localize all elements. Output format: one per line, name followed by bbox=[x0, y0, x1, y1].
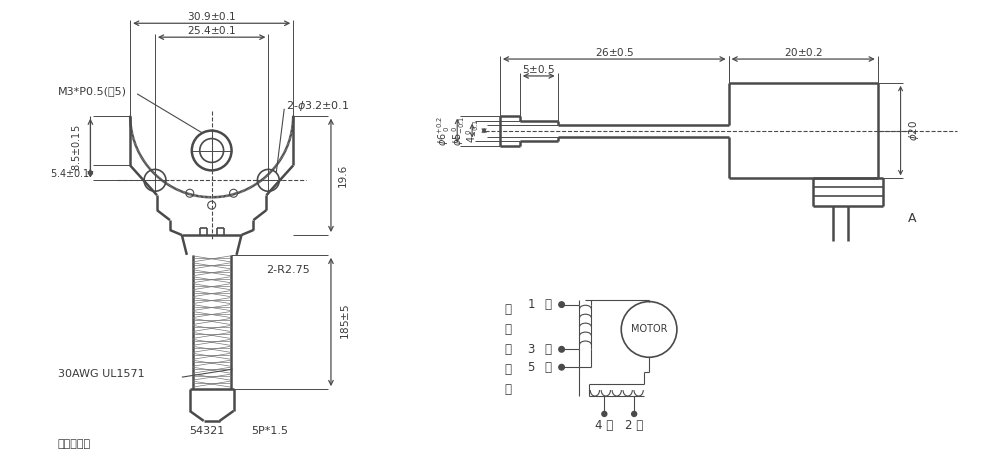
Text: A: A bbox=[908, 212, 917, 225]
Text: $\phi$5$^{\ 0}_{-0.1}$: $\phi$5$^{\ 0}_{-0.1}$ bbox=[450, 115, 466, 146]
Text: 意: 意 bbox=[505, 363, 512, 376]
Text: 25.4$\pm$0.1: 25.4$\pm$0.1 bbox=[187, 24, 237, 36]
Text: M3*P0.5(深5): M3*P0.5(深5) bbox=[57, 86, 126, 96]
Text: $\phi$20: $\phi$20 bbox=[907, 120, 922, 141]
Text: 示: 示 bbox=[505, 343, 512, 356]
Text: 接: 接 bbox=[505, 303, 512, 316]
Text: 26$\pm$0.5: 26$\pm$0.5 bbox=[595, 46, 634, 58]
Text: 5$\pm$0.5: 5$\pm$0.5 bbox=[523, 63, 555, 75]
Text: 5.4$\pm$0.1: 5.4$\pm$0.1 bbox=[50, 167, 91, 179]
Text: 红黑黄棕蓝: 红黑黄棕蓝 bbox=[57, 439, 91, 449]
Circle shape bbox=[559, 346, 564, 352]
Text: $\phi$6$^{+0.2}_{\ 0}$: $\phi$6$^{+0.2}_{\ 0}$ bbox=[435, 116, 452, 146]
Text: 2-$\phi$3.2$\pm$0.1: 2-$\phi$3.2$\pm$0.1 bbox=[286, 99, 350, 113]
Circle shape bbox=[632, 411, 637, 416]
Text: 20$\pm$0.2: 20$\pm$0.2 bbox=[784, 46, 822, 58]
Text: 54321: 54321 bbox=[189, 426, 225, 436]
Text: 5P*1.5: 5P*1.5 bbox=[251, 426, 289, 436]
Text: 蓝: 蓝 bbox=[544, 298, 551, 311]
Text: 黄: 黄 bbox=[544, 343, 551, 356]
Text: 1: 1 bbox=[528, 298, 534, 311]
Circle shape bbox=[559, 302, 564, 307]
Text: MOTOR: MOTOR bbox=[631, 324, 668, 335]
Text: 2 棕: 2 棕 bbox=[625, 419, 643, 432]
Text: 4 黑: 4 黑 bbox=[596, 419, 613, 432]
Text: 2-R2.75: 2-R2.75 bbox=[266, 265, 311, 275]
Circle shape bbox=[601, 411, 606, 416]
Text: 线: 线 bbox=[505, 323, 512, 336]
Text: 4$^{\ 0}_{-0.1}$: 4$^{\ 0}_{-0.1}$ bbox=[463, 118, 480, 143]
Circle shape bbox=[559, 364, 564, 370]
Text: 3: 3 bbox=[528, 343, 534, 356]
Text: 图: 图 bbox=[505, 383, 512, 396]
Text: 红: 红 bbox=[544, 360, 551, 374]
Text: 19.6: 19.6 bbox=[338, 164, 348, 187]
Text: 185$\pm$5: 185$\pm$5 bbox=[339, 304, 351, 340]
Text: 30.9$\pm$0.1: 30.9$\pm$0.1 bbox=[187, 10, 237, 22]
Text: 5: 5 bbox=[528, 360, 534, 374]
Text: 8.5$\pm$0.15: 8.5$\pm$0.15 bbox=[70, 125, 83, 172]
Text: 30AWG UL1571: 30AWG UL1571 bbox=[57, 369, 144, 379]
